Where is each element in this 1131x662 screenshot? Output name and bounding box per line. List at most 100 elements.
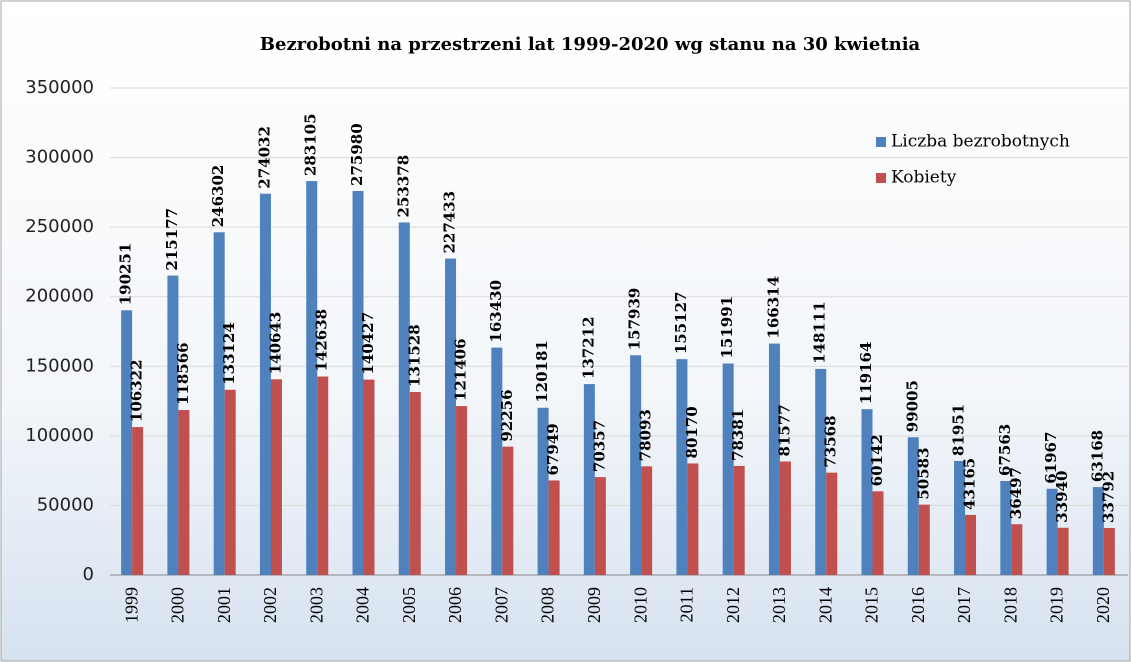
x-tick-label: 2018 bbox=[1000, 587, 1020, 623]
bar bbox=[815, 368, 827, 575]
x-tick-label: 2019 bbox=[1047, 587, 1067, 623]
bar bbox=[1046, 488, 1058, 575]
bar bbox=[352, 190, 364, 576]
legend-swatch bbox=[876, 173, 886, 183]
y-tick-label: 50000 bbox=[37, 494, 94, 515]
bar bbox=[687, 463, 699, 575]
data-label: 67949 bbox=[544, 423, 562, 475]
bar bbox=[965, 514, 977, 575]
bar bbox=[167, 275, 179, 575]
bar bbox=[954, 460, 966, 575]
bar bbox=[398, 222, 410, 575]
data-label: 140427 bbox=[359, 312, 377, 375]
data-label: 190251 bbox=[117, 243, 135, 306]
data-label: 80170 bbox=[683, 406, 701, 458]
legend-label: Liczba bezrobotnych bbox=[891, 132, 1070, 152]
bar bbox=[1103, 527, 1115, 575]
x-tick-label: 1999 bbox=[121, 587, 141, 623]
bar bbox=[409, 391, 421, 575]
bar bbox=[676, 359, 688, 575]
data-label: 43165 bbox=[961, 458, 979, 510]
x-tick-label: 2007 bbox=[491, 587, 511, 623]
data-label: 118566 bbox=[174, 342, 192, 405]
data-label: 142638 bbox=[313, 309, 331, 372]
x-tick-label: 2003 bbox=[306, 587, 326, 623]
x-tick-label: 2014 bbox=[815, 587, 835, 623]
legend-label: Kobiety bbox=[891, 168, 957, 188]
y-tick-label: 250000 bbox=[25, 216, 94, 237]
bar bbox=[583, 384, 595, 575]
x-tick-label: 2004 bbox=[353, 587, 373, 623]
bar bbox=[594, 477, 606, 575]
bar bbox=[1011, 524, 1023, 575]
data-label: 166314 bbox=[764, 276, 782, 339]
x-tick-label: 2017 bbox=[954, 587, 974, 623]
data-label: 92256 bbox=[498, 389, 516, 441]
bar bbox=[1057, 527, 1069, 575]
bar bbox=[779, 461, 791, 575]
data-label: 227433 bbox=[441, 191, 459, 254]
data-label: 274032 bbox=[255, 126, 273, 189]
data-label: 81951 bbox=[950, 404, 968, 456]
bar bbox=[641, 466, 653, 575]
data-label: 155127 bbox=[672, 292, 690, 355]
bar bbox=[259, 193, 271, 575]
bar bbox=[722, 363, 734, 575]
data-label: 106322 bbox=[128, 359, 146, 422]
data-label: 121406 bbox=[452, 338, 470, 401]
data-label: 50583 bbox=[914, 447, 932, 499]
bar bbox=[768, 343, 780, 575]
bar bbox=[132, 427, 144, 575]
x-tick-label: 2009 bbox=[584, 587, 604, 623]
x-tick-label: 2001 bbox=[214, 587, 234, 623]
bar bbox=[445, 258, 457, 575]
data-label: 133124 bbox=[220, 322, 238, 385]
data-label: 119164 bbox=[857, 342, 875, 405]
bar bbox=[502, 446, 514, 575]
data-label: 163430 bbox=[487, 280, 505, 343]
data-label: 246302 bbox=[209, 165, 227, 228]
data-label: 99005 bbox=[903, 380, 921, 432]
x-tick-label: 2008 bbox=[538, 587, 558, 623]
data-label: 283105 bbox=[302, 113, 320, 176]
y-tick-label: 200000 bbox=[25, 286, 94, 307]
data-label: 120181 bbox=[533, 340, 551, 403]
data-label: 78093 bbox=[637, 409, 655, 461]
data-label: 140643 bbox=[266, 312, 284, 375]
x-tick-label: 2016 bbox=[908, 587, 928, 623]
bar bbox=[456, 406, 468, 575]
x-tick-label: 2002 bbox=[260, 587, 280, 623]
data-label: 137212 bbox=[579, 316, 597, 379]
bar bbox=[537, 407, 549, 575]
data-label: 148111 bbox=[811, 301, 829, 364]
x-tick-label: 2012 bbox=[723, 587, 743, 623]
data-label: 81577 bbox=[775, 404, 793, 456]
data-label: 33940 bbox=[1053, 471, 1071, 523]
bar bbox=[270, 379, 282, 575]
bar bbox=[548, 480, 560, 575]
data-label: 36497 bbox=[1007, 467, 1025, 519]
x-tick-label: 2013 bbox=[769, 587, 789, 623]
data-label: 63168 bbox=[1088, 430, 1106, 482]
data-label: 67563 bbox=[996, 424, 1014, 476]
bar bbox=[224, 389, 236, 575]
y-tick-label: 100000 bbox=[25, 425, 94, 446]
data-label: 157939 bbox=[626, 288, 644, 351]
bar bbox=[630, 355, 642, 575]
bar bbox=[1000, 480, 1012, 575]
x-tick-label: 2006 bbox=[445, 587, 465, 623]
bar bbox=[491, 347, 503, 575]
data-label: 151991 bbox=[718, 296, 736, 359]
bar bbox=[861, 409, 873, 575]
bar bbox=[317, 376, 329, 575]
data-label: 78381 bbox=[729, 409, 747, 461]
data-label: 73568 bbox=[822, 415, 840, 467]
x-tick-label: 2005 bbox=[399, 587, 419, 623]
bar bbox=[121, 310, 133, 575]
y-tick-label: 350000 bbox=[25, 77, 94, 98]
data-label: 70357 bbox=[590, 420, 608, 472]
bar bbox=[733, 465, 745, 575]
data-label: 131528 bbox=[405, 324, 423, 387]
x-tick-label: 2015 bbox=[862, 587, 882, 623]
